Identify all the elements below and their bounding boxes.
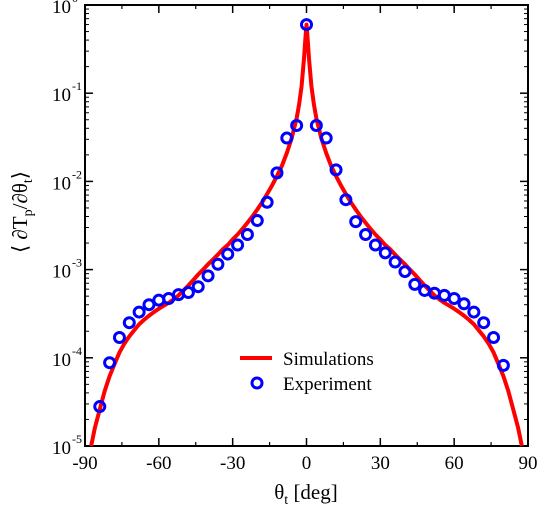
y-axis-title: ⟨ ∂Tp/∂θt⟩ [8,171,36,253]
y-tick-label: 10 [52,0,71,18]
x-tick-label: 0 [302,453,312,474]
y-tick-exponent: 0 [72,0,78,5]
y-axis-ticks: 10010-110-210-310-410-5 [52,0,528,459]
x-axis-ticks: -90 -60 -30 0 30 60 90 [72,5,538,474]
experiment-point [477,316,491,330]
x-tick-label: 30 [371,453,390,474]
experiment-point [112,330,126,344]
experiment-point [398,265,412,279]
experiment-point [270,166,284,180]
experiment-point [221,247,235,261]
y-tick-exponent: -3 [72,256,82,270]
experiment-point [309,119,323,133]
experiment-point [487,330,501,344]
experiment-point [339,193,353,207]
x-axis-title: θt [deg] [274,480,338,508]
experiment-point [122,316,136,330]
experiment-point [359,228,373,242]
x-tick-label: -90 [72,453,97,474]
legend: Simulations Experiment [240,349,374,395]
y-tick-exponent: -1 [72,79,82,93]
x-tick-label: 90 [519,453,538,474]
y-tick-label: 10 [52,173,71,194]
experiment-point [93,400,107,414]
experiment-point [211,257,225,271]
experiment-point [467,305,481,319]
experiment-point [250,214,264,228]
experiment-point [132,305,146,319]
experiment-point [181,286,195,299]
y-tick-label: 10 [52,85,71,106]
legend-label-simulations: Simulations [283,349,374,370]
experiment-point [152,293,166,307]
legend-swatch-experiment [250,376,264,390]
experiment-point [388,255,402,269]
experiment-point [329,163,343,177]
experiment-point [103,356,117,370]
experiment-point [349,215,363,229]
experiment-point [201,269,215,283]
y-tick-label: 10 [52,438,71,459]
experiment-point [319,131,333,145]
experiment-point [240,228,254,242]
y-tick-label: 10 [52,262,71,283]
x-tick-label: 60 [445,453,464,474]
experiment-point [231,238,245,252]
experiment-point [378,246,392,260]
plot-area [89,18,524,447]
experiment-point [457,297,471,311]
experiment-point [368,238,382,252]
y-tick-exponent: -2 [72,167,82,181]
experiment-point [408,277,422,291]
experiment-point [290,119,304,133]
experiment-point [191,280,205,294]
y-tick-exponent: -4 [72,344,82,358]
experiment-point [496,358,510,372]
experiment-point [142,298,156,312]
y-tick-label: 10 [52,350,71,371]
legend-label-experiment: Experiment [283,374,372,395]
experiment-point [300,18,313,32]
experiment-point [260,195,274,209]
experiment-point [280,131,294,145]
experiment-point [447,292,461,306]
x-tick-label: -60 [146,453,171,474]
y-tick-exponent: -5 [72,432,82,446]
x-tick-label: -30 [220,453,245,474]
